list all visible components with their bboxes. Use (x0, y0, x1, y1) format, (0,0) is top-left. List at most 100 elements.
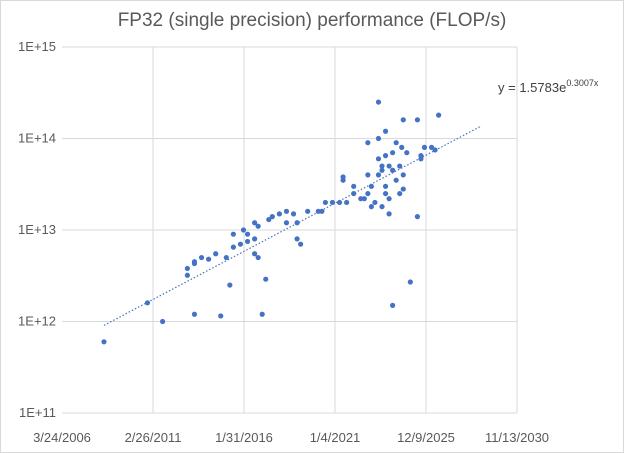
data-point (351, 183, 357, 189)
data-point (315, 208, 321, 214)
data-point (269, 214, 275, 220)
data-point (160, 318, 166, 325)
trendline-equation-base: y = 1.5783e (498, 80, 566, 95)
data-point (375, 172, 382, 178)
data-point (283, 220, 290, 226)
data-point (400, 117, 406, 123)
data-point (227, 282, 233, 288)
data-point (386, 211, 392, 217)
data-point (252, 220, 258, 226)
data-point (379, 204, 385, 210)
tick-labels: 1E+11 1E+12 1E+13 1E+14 1E+15 3/24/2006 2/26/2… (18, 39, 549, 445)
data-point (365, 172, 371, 178)
x-tick-label: 11/13/2030 (485, 430, 549, 445)
data-point (351, 190, 357, 197)
data-point (407, 279, 413, 285)
data-point (101, 339, 107, 345)
data-point (365, 190, 371, 197)
data-point (184, 272, 190, 278)
data-point (230, 231, 236, 237)
data-point (294, 236, 300, 242)
data-point (382, 190, 389, 197)
trendline-equation-exponent: 0.3007x (566, 78, 599, 88)
y-tick-label: 1E+11 (19, 405, 56, 420)
data-point (399, 144, 405, 150)
data-point (432, 147, 438, 153)
data-point (379, 163, 385, 169)
data-point (255, 254, 261, 261)
data-point (184, 265, 190, 272)
data-point (390, 302, 396, 308)
data-point (144, 300, 151, 306)
data-point (198, 254, 205, 261)
data-point (390, 150, 396, 156)
data-point (252, 251, 258, 257)
data-point (263, 276, 269, 282)
x-tick-label: 12/9/2025 (397, 430, 455, 445)
data-point (393, 140, 399, 146)
x-tick-label: 1/31/2016 (215, 430, 273, 445)
data-point (223, 254, 229, 261)
data-point (397, 163, 403, 169)
data-point (382, 183, 389, 189)
y-tick-label: 1E+13 (18, 222, 56, 237)
trendline-group (103, 125, 482, 326)
data-point (390, 167, 396, 173)
data-point (375, 135, 382, 142)
data-point (397, 190, 403, 197)
data-point (259, 311, 265, 317)
data-point (283, 208, 290, 214)
y-tick-label: 1E+15 (18, 39, 56, 54)
data-point (386, 196, 392, 202)
data-point (237, 241, 244, 247)
trendline (103, 125, 482, 326)
data-point (400, 172, 406, 178)
x-tick-label: 3/24/2006 (33, 430, 91, 445)
data-point (230, 244, 236, 250)
data-point (368, 204, 374, 210)
data-point (414, 214, 421, 220)
data-point (240, 227, 247, 233)
data-point (414, 117, 421, 123)
data-point (379, 167, 385, 173)
data-point (365, 140, 371, 146)
y-tick-label: 1E+12 (18, 314, 56, 329)
data-point (418, 153, 424, 159)
data-point (322, 199, 328, 206)
data-point (400, 186, 406, 192)
data-point (255, 223, 261, 229)
data-point (213, 251, 219, 257)
data-point (244, 238, 251, 245)
data-point (336, 199, 343, 206)
data-point (386, 163, 392, 169)
data-point (294, 220, 300, 226)
data-point (382, 153, 389, 159)
x-tick-label: 1/4/2021 (310, 430, 361, 445)
data-point (252, 236, 258, 242)
data-point (244, 231, 251, 237)
data-point (329, 199, 336, 206)
data-point (191, 260, 198, 267)
data-point (368, 183, 374, 189)
data-point (421, 144, 428, 150)
data-point (361, 196, 367, 202)
data-point (344, 199, 350, 206)
data-point (266, 216, 272, 223)
y-tick-label: 1E+14 (18, 131, 56, 146)
data-point (393, 177, 399, 183)
data-point (375, 156, 382, 162)
data-point (382, 128, 389, 134)
data-point (404, 150, 410, 156)
data-point (340, 174, 346, 180)
data-point (298, 241, 304, 247)
trendline-equation: y = 1.5783e0.3007x (498, 78, 599, 95)
chart-title: FP32 (single precision) performance (FLO… (117, 10, 507, 31)
data-point (218, 313, 224, 319)
data-point (375, 99, 382, 105)
data-points (101, 99, 442, 345)
gridlines (62, 46, 518, 413)
data-point (305, 208, 311, 214)
data-point (290, 211, 297, 217)
data-point (436, 112, 442, 118)
